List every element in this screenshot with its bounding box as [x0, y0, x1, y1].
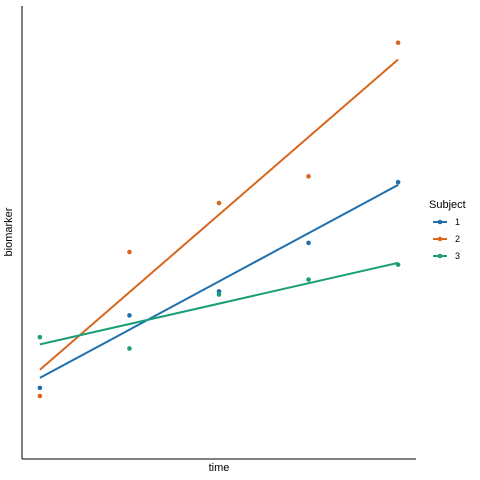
legend-key-dot [437, 253, 443, 259]
data-point-subject-3 [306, 277, 311, 282]
data-point-subject-3 [127, 346, 132, 351]
fit-line-subject-2 [39, 58, 399, 371]
legend-key-dot [437, 219, 443, 225]
data-point-subject-1 [306, 240, 311, 246]
legend: Subject 1 2 3 [429, 199, 466, 261]
legend-entry-subject-2: 2 [433, 234, 460, 244]
data-point-subject-1 [127, 313, 132, 318]
data-point-subject-1 [395, 179, 401, 185]
fit-line-subject-1 [39, 184, 399, 379]
fit-line-subject-3 [39, 261, 399, 346]
data-point-subject-2 [306, 174, 311, 179]
y-axis-label: biomarker [3, 207, 15, 256]
data-point-subject-3 [37, 334, 43, 340]
legend-title: Subject [429, 199, 466, 211]
data-point-subject-2 [395, 40, 401, 45]
legend-label: 3 [455, 251, 460, 261]
data-point-subject-1 [37, 385, 43, 391]
data-point-subject-2 [216, 200, 222, 206]
data-point-subject-2 [37, 393, 43, 399]
legend-entry-subject-3: 3 [433, 251, 460, 261]
legend-entry-subject-1: 1 [433, 217, 460, 227]
legend-label: 1 [455, 217, 460, 227]
chart-marks [37, 40, 401, 399]
data-point-subject-3 [216, 292, 222, 297]
data-point-subject-2 [127, 249, 132, 255]
data-point-subject-3 [395, 262, 401, 267]
legend-label: 2 [455, 234, 460, 244]
legend-key-dot [437, 236, 443, 242]
x-axis-label: time [209, 462, 230, 474]
data-point-subject-1 [216, 289, 222, 294]
